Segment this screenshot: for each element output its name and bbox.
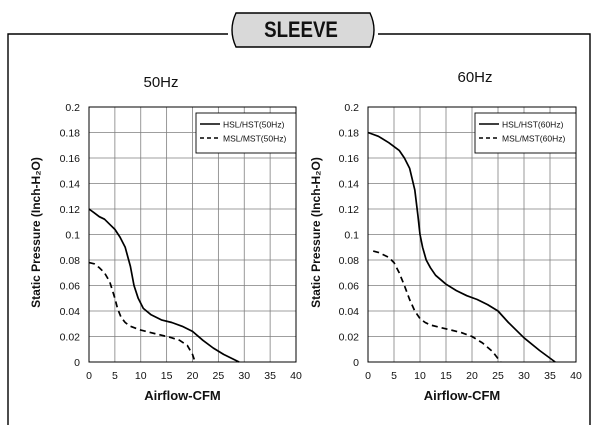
series-line-msl-mst: [88, 261, 196, 363]
x-tick-label: 5: [391, 370, 397, 382]
title-tab: [231, 12, 375, 48]
plot-area: [88, 106, 297, 363]
y-tick-label: 0.1: [344, 230, 359, 242]
y-tick-label: 0.12: [60, 204, 81, 216]
y-tick-label: 0.06: [339, 281, 360, 293]
frame-outline: [7, 33, 591, 425]
y-tick-label: 0.16: [60, 153, 81, 165]
legend-entry: MSL/MST(50Hz): [223, 134, 286, 144]
x-tick-label: 15: [161, 370, 173, 382]
x-tick-label: 10: [135, 370, 147, 382]
y-tick-label: 0.06: [60, 281, 81, 293]
y-tick-label: 0.16: [339, 153, 360, 165]
x-tick-label: 30: [518, 370, 530, 382]
x-tick-label: 0: [365, 370, 371, 382]
y-tick-label: 0.02: [339, 332, 360, 344]
y-tick-label: 0.14: [339, 179, 360, 191]
x-axis-label: Airflow-CFM: [424, 388, 501, 403]
legend-box: [195, 112, 297, 154]
y-tick-label: 0.14: [60, 179, 81, 191]
x-tick-label: 0: [86, 370, 92, 382]
y-tick-label: 0.2: [65, 102, 80, 114]
series-line-hsl-hst: [367, 131, 556, 363]
y-tick-label: 0: [353, 357, 359, 369]
x-tick-label: 10: [414, 370, 426, 382]
x-tick-label: 25: [492, 370, 504, 382]
legend-entry: MSL/MST(60Hz): [502, 134, 565, 144]
y-tick-label: 0.1: [65, 230, 80, 242]
x-tick-label: 20: [187, 370, 199, 382]
legend-entry: HSL/HST(60Hz): [502, 120, 564, 130]
x-tick-label: 35: [544, 370, 556, 382]
y-axis-label: Static Pressure (Inch-H₂O): [29, 157, 43, 308]
y-tick-label: 0.02: [60, 332, 81, 344]
x-tick-label: 25: [213, 370, 225, 382]
chart-title: 50Hz: [143, 74, 178, 91]
series-line-hsl-hst: [88, 208, 240, 363]
x-tick-label: 35: [264, 370, 276, 382]
y-tick-label: 0: [74, 357, 80, 369]
y-axis-label: Static Pressure (Inch-H₂O): [309, 157, 323, 308]
legend-entry: HSL/HST(50Hz): [223, 120, 285, 130]
y-tick-label: 0.18: [339, 128, 360, 140]
page-title: SLEEVE: [264, 17, 338, 42]
y-tick-label: 0.2: [344, 102, 359, 114]
y-tick-label: 0.08: [339, 255, 360, 267]
x-tick-label: 40: [570, 370, 582, 382]
x-tick-label: 40: [290, 370, 302, 382]
y-tick-label: 0.18: [60, 128, 81, 140]
y-tick-label: 0.12: [339, 204, 360, 216]
legend-box: [474, 112, 577, 154]
chart-title: 60Hz: [457, 69, 492, 86]
y-tick-label: 0.04: [339, 306, 360, 318]
x-axis-label: Airflow-CFM: [144, 388, 221, 403]
plot-area: [367, 106, 577, 363]
x-tick-label: 30: [238, 370, 250, 382]
y-tick-label: 0.08: [60, 255, 81, 267]
y-tick-label: 0.04: [60, 306, 81, 318]
x-tick-label: 15: [440, 370, 452, 382]
x-tick-label: 5: [112, 370, 118, 382]
x-tick-label: 20: [466, 370, 478, 382]
series-line-msl-mst: [372, 250, 502, 363]
